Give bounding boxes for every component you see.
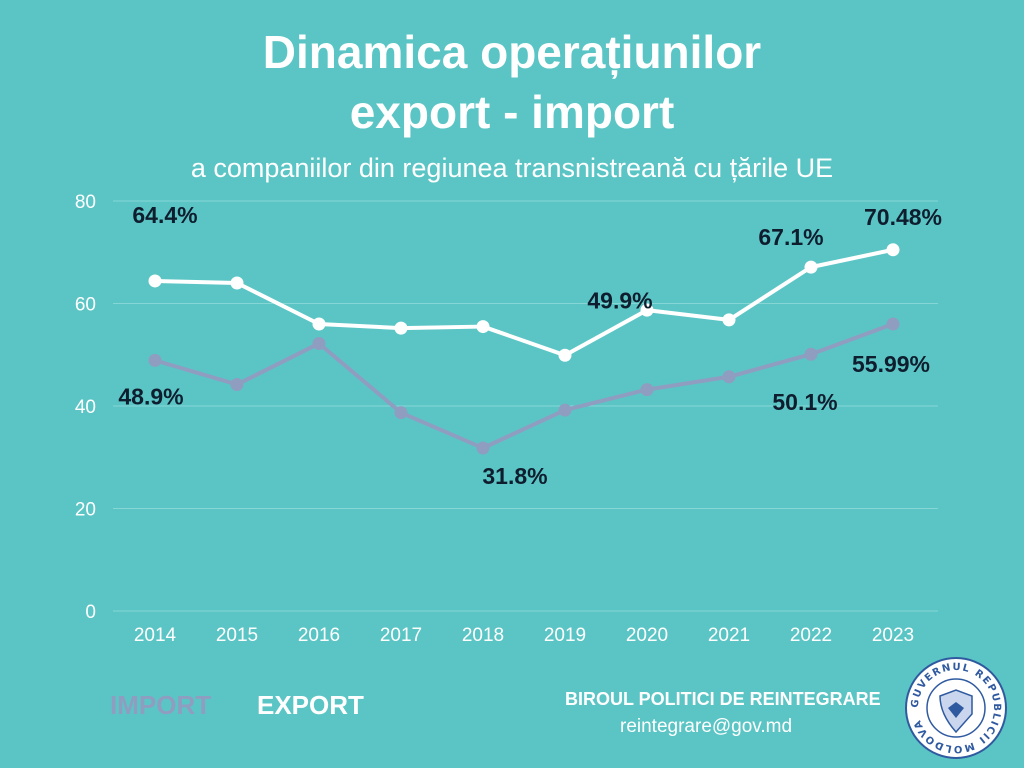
data-point-import [558,403,572,417]
data-point-export [230,276,244,290]
data-point-import [148,353,162,367]
title-line-2: export - import [349,86,675,138]
x-tick-label: 2015 [216,625,258,646]
data-point-export [886,243,900,257]
y-tick-label: 20 [75,500,96,521]
data-point-export [394,321,408,335]
data-label-import: 31.8% [482,463,547,489]
x-tick-label: 2016 [298,625,340,646]
data-point-import [230,377,244,391]
data-label-export: 49.9% [587,287,652,313]
data-point-import [394,406,408,420]
data-point-import [312,336,326,350]
series-line-import [153,322,895,451]
title-line-1: Dinamica operațiunilor [262,26,762,78]
x-tick-label: 2022 [790,625,832,646]
data-point-export [312,317,326,331]
x-tick-label: 2020 [626,625,668,646]
organization-name: BIROUL POLITICI DE REINTEGRARE [565,689,881,709]
y-tick-label: 0 [85,602,96,623]
data-point-export [558,348,572,362]
government-emblem-icon: GUVERNUL REPUBLICII MOLDOVA [905,657,1007,759]
data-label-import: 48.9% [118,383,183,409]
data-point-export [476,320,490,334]
x-tick-label: 2014 [134,625,177,646]
x-tick-label: 2021 [708,625,750,646]
data-point-import [722,370,736,384]
chart-subtitle: a companiilor din regiunea transnistrean… [190,153,834,183]
legend-export: EXPORT [257,690,364,720]
chart-title: Dinamica operațiunilor export - import [0,22,1024,142]
contact-email: reintegrare@gov.md [620,716,793,737]
legend-import: IMPORT [110,690,212,720]
data-label-import: 55.99% [852,351,930,377]
x-tick-label: 2018 [462,625,504,646]
y-tick-label: 80 [75,192,96,213]
data-point-import [886,317,900,331]
series-line-export [153,247,895,358]
data-point-export [148,274,162,288]
data-label-import: 50.1% [772,389,837,415]
data-point-export [722,313,736,327]
y-tick-label: 40 [75,397,96,418]
data-label-export: 64.4% [132,202,197,228]
x-tick-label: 2017 [380,625,422,646]
data-point-import [640,383,654,397]
x-tick-label: 2023 [872,625,914,646]
x-tick-label: 2019 [544,625,586,646]
data-point-export [804,260,818,274]
data-point-export [640,303,654,317]
data-label-export: 67.1% [758,224,823,250]
data-label-export: 70.48% [864,204,942,230]
data-point-import [476,441,490,455]
y-tick-label: 60 [75,295,96,316]
data-point-import [804,347,818,361]
